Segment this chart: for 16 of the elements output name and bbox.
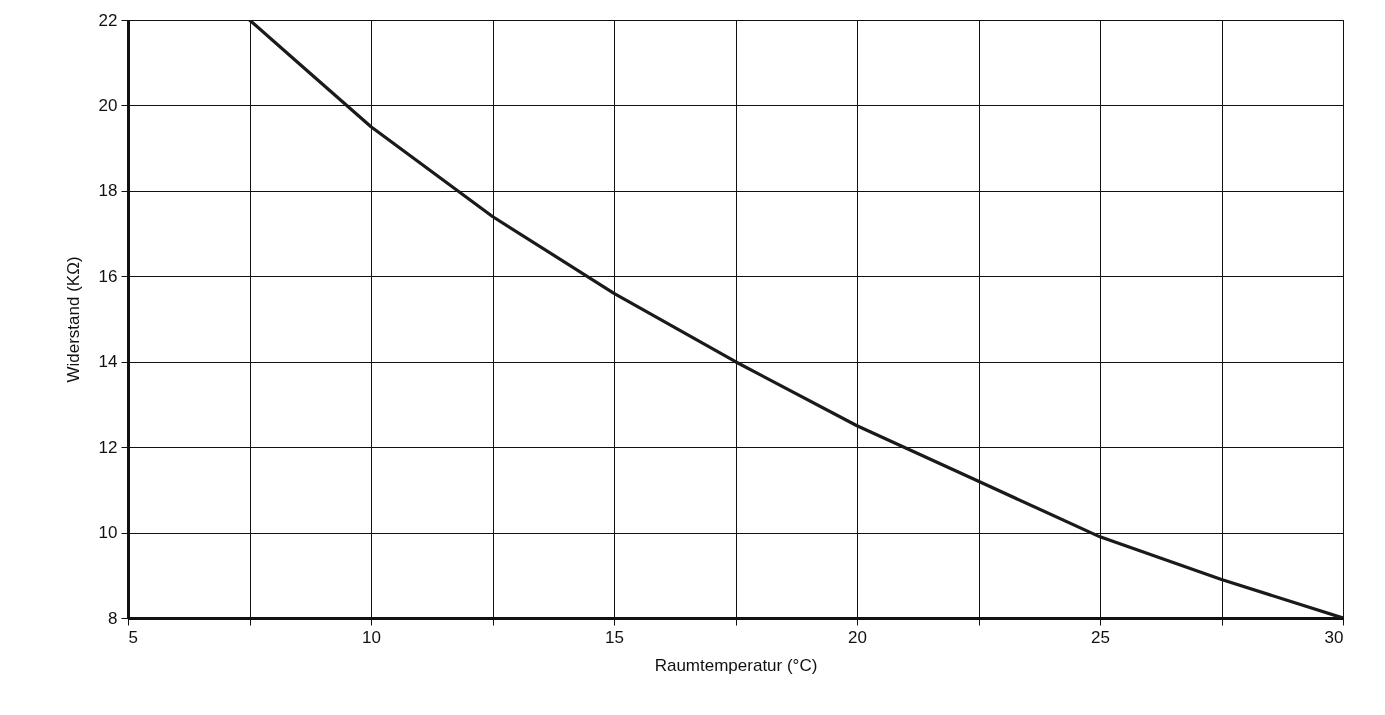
y-tick-label: 14 xyxy=(98,352,118,372)
y-tick-label: 18 xyxy=(98,181,118,201)
y-tick-label: 22 xyxy=(98,10,118,30)
x-tick-label: 10 xyxy=(362,627,381,647)
y-axis-title: Widerstand (KΩ) xyxy=(63,256,83,383)
y-tick-label: 10 xyxy=(98,523,118,543)
y-tick-label: 8 xyxy=(108,608,118,628)
x-tick-label: 15 xyxy=(605,627,624,647)
y-tick-label: 16 xyxy=(98,266,118,286)
x-tick-label: 25 xyxy=(1091,627,1110,647)
y-tick-label: 12 xyxy=(98,437,118,457)
x-tick-label: 30 xyxy=(1324,627,1344,647)
x-tick-label: 20 xyxy=(848,627,867,647)
x-tick-label: 5 xyxy=(128,627,138,647)
y-tick-label: 20 xyxy=(98,95,118,115)
x-axis-title: Raumtemperatur (°C) xyxy=(654,655,818,675)
